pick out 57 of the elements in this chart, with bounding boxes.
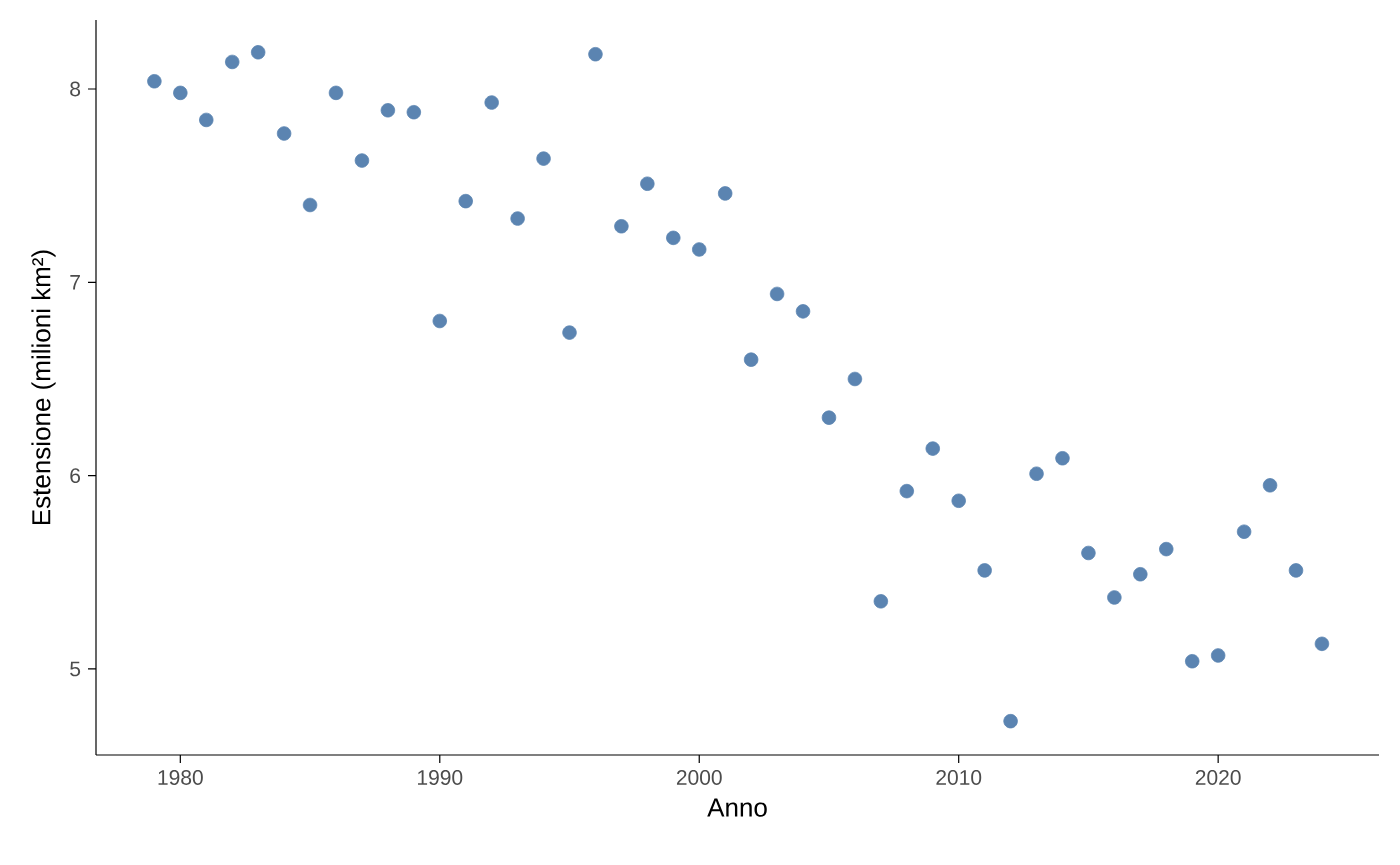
- y-tick-label: 8: [70, 81, 81, 97]
- point: [199, 112, 214, 128]
- point: [743, 352, 759, 367]
- point: [769, 286, 785, 302]
- point: [510, 211, 525, 226]
- point: [173, 85, 188, 101]
- point: [1003, 713, 1018, 729]
- x-tick-label: 1990: [418, 770, 463, 785]
- point: [1314, 636, 1330, 652]
- point: [899, 483, 915, 499]
- point: [1159, 541, 1174, 557]
- point: [1133, 567, 1148, 582]
- point: [147, 74, 162, 89]
- point: [328, 85, 344, 101]
- point: [458, 193, 473, 209]
- point: [977, 563, 992, 578]
- point: [302, 197, 318, 213]
- point: [795, 304, 811, 319]
- x-tick-label: 2010: [936, 770, 982, 785]
- x-tick-label: 1980: [158, 770, 203, 785]
- point: [692, 242, 707, 257]
- point: [1288, 563, 1304, 578]
- point: [484, 95, 499, 110]
- x-tick-label: 2000: [676, 770, 722, 785]
- y-axis-title: Estensione (milioni km²): [31, 250, 56, 525]
- point: [250, 45, 266, 60]
- point: [1185, 654, 1200, 669]
- point: [562, 325, 577, 340]
- point: [406, 105, 422, 120]
- point: [1262, 478, 1278, 493]
- point: [225, 54, 240, 70]
- point: [666, 230, 681, 246]
- point: [1236, 524, 1252, 539]
- y-tick-label: 6: [70, 468, 81, 484]
- y-tick-label: 5: [70, 661, 81, 677]
- point: [951, 493, 966, 508]
- point: [354, 153, 370, 168]
- point: [1210, 648, 1226, 663]
- point: [717, 186, 733, 201]
- point: [1107, 590, 1122, 605]
- point: [276, 126, 292, 141]
- point: [1029, 466, 1044, 481]
- point: [1055, 451, 1070, 466]
- point: [821, 410, 837, 425]
- point: [614, 219, 629, 234]
- point: [640, 176, 655, 191]
- point: [380, 103, 396, 118]
- x-tick-label: 2020: [1195, 770, 1241, 785]
- point: [1081, 545, 1096, 561]
- point: [432, 313, 447, 329]
- point: [873, 594, 889, 609]
- point: [847, 371, 863, 387]
- y-tick-label: 7: [70, 275, 80, 290]
- x-axis-title: Anno: [707, 798, 767, 817]
- point: [588, 47, 603, 62]
- point: [536, 151, 551, 166]
- point: [925, 441, 940, 456]
